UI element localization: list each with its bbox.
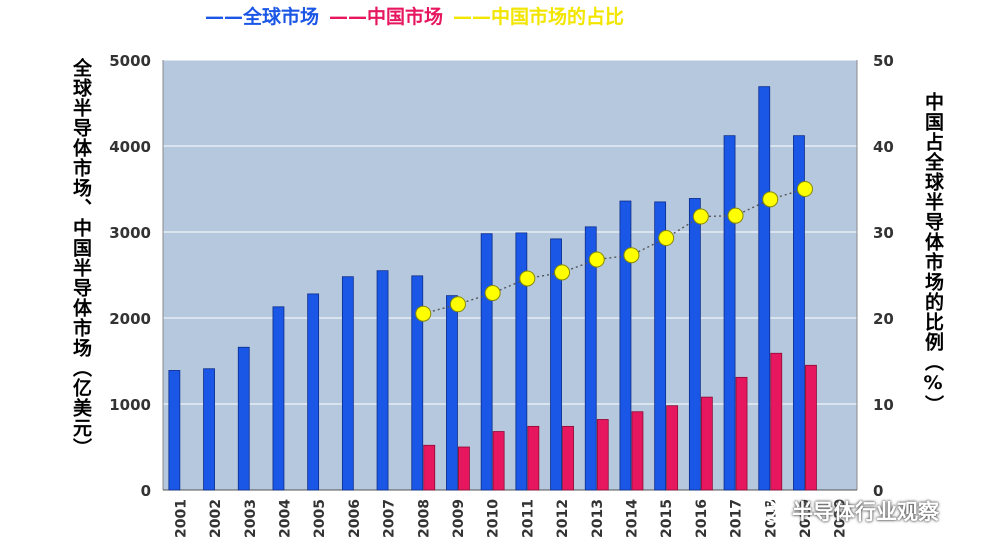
point-china-share	[449, 296, 466, 313]
bar-china-market	[458, 446, 470, 491]
bar-global-market	[723, 135, 736, 491]
x-tick-label: 2005	[312, 499, 328, 538]
bar-global-market	[758, 86, 771, 491]
point-china-share	[796, 181, 813, 197]
bar-global-market	[203, 368, 215, 491]
bar-china-market	[492, 431, 505, 491]
point-china-share	[762, 191, 779, 208]
bar-china-market	[666, 405, 679, 491]
bar-global-market	[480, 233, 493, 491]
x-tick-label: 2001	[173, 499, 189, 538]
bar-china-market	[423, 444, 436, 491]
bar-global-market	[237, 346, 250, 491]
bar-china-market	[562, 425, 574, 491]
point-china-share	[554, 264, 571, 281]
bar-china-market	[770, 352, 783, 491]
point-china-share	[484, 285, 501, 302]
x-tick-label: 2014	[624, 499, 640, 538]
bar-global-market	[168, 370, 181, 491]
bar-global-market	[619, 200, 632, 491]
x-tick-label: 2002	[208, 499, 224, 538]
y-tick-label-left: 1000	[109, 396, 151, 414]
point-china-share	[727, 207, 744, 224]
x-tick-label: 2015	[659, 499, 675, 538]
y-tick-label-left: 3000	[109, 224, 151, 242]
bar-global-market	[584, 226, 597, 491]
x-tick-label: 2006	[347, 499, 363, 538]
y-tick-label-left: 5000	[109, 52, 151, 70]
y-tick-label-right: 50	[873, 52, 894, 70]
chart-legend: ——全球市场 ——中国市场 ——中国市场的占比	[205, 0, 624, 30]
point-china-share	[588, 251, 605, 268]
bar-china-market	[700, 396, 713, 491]
bar-global-market	[446, 295, 458, 491]
x-tick-label: 2004	[277, 499, 293, 538]
bar-global-market	[688, 198, 701, 491]
watermark-text: 半导体行业观察	[792, 500, 939, 524]
plot-area	[163, 60, 857, 490]
bar-china-market	[631, 411, 644, 491]
bar-china-market	[527, 425, 540, 491]
x-tick-label: 2007	[382, 499, 398, 538]
bar-global-market	[272, 306, 285, 491]
x-tick-label: 2010	[486, 499, 502, 538]
y-tick-label-left: 0	[141, 482, 151, 500]
bar-china-market	[805, 364, 817, 491]
bar-global-market	[550, 238, 562, 491]
x-tick-label: 2011	[520, 499, 536, 538]
y-axis-label-right: 中国占全球半导体市场的比例（%）	[922, 92, 944, 415]
y-axis-label-left: 全球半导体市场、中国半导体市场（亿美元）	[70, 58, 92, 458]
x-tick-label: 2012	[555, 499, 571, 538]
x-tick-label: 2003	[243, 499, 259, 538]
x-tick-label: 2017	[729, 499, 745, 538]
x-tick-label: 2008	[416, 499, 432, 538]
point-china-share	[658, 230, 675, 247]
x-tick-label: 2009	[451, 499, 467, 538]
point-china-share	[692, 208, 709, 225]
bar-global-market	[411, 275, 424, 491]
x-tick-label: 2020	[833, 499, 849, 538]
y-tick-label-right: 10	[873, 396, 894, 414]
point-china-share	[519, 270, 536, 287]
bar-global-market	[376, 270, 389, 491]
legend-china-share: ——中国市场的占比	[453, 5, 625, 28]
bar-global-market	[793, 135, 805, 491]
bar-global-market	[307, 293, 320, 491]
legend-global-market: ——全球市场	[205, 5, 320, 28]
bar-china-market	[735, 376, 748, 491]
x-tick-label: 2016	[694, 499, 710, 538]
point-china-share	[623, 247, 640, 264]
bar-global-market	[341, 276, 354, 491]
bar-china-market	[596, 419, 609, 491]
y-tick-label-right: 30	[873, 224, 894, 242]
legend-china-market: ——中国市场	[329, 5, 444, 28]
y-tick-label-right: 20	[873, 310, 894, 328]
bar-global-market	[515, 232, 528, 491]
y-tick-label-left: 2000	[109, 310, 151, 328]
y-tick-label-left: 4000	[109, 138, 151, 156]
bar-global-market	[654, 201, 667, 491]
x-tick-label: 2019	[798, 499, 814, 538]
x-tick-label: 2013	[590, 499, 606, 538]
wechat-icon	[752, 498, 785, 523]
y-tick-label-right: 0	[873, 482, 883, 500]
watermark: 半导体行业观察	[752, 496, 939, 526]
point-china-share	[415, 305, 432, 322]
y-tick-label-right: 40	[873, 138, 894, 156]
